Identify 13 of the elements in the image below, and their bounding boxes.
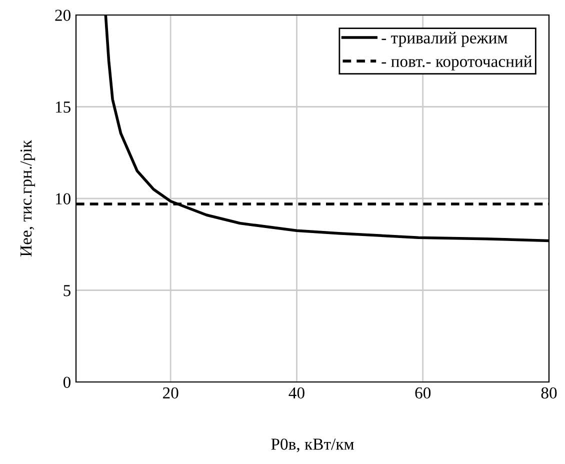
- legend-label: - тривалий режим: [382, 32, 508, 47]
- x-tick-label: 40: [288, 387, 304, 399]
- legend-label: - повт.- короточасний: [382, 55, 532, 70]
- y-axis-title: Иее, тис.грн./рік: [20, 140, 36, 256]
- y-tick-label: 5: [64, 285, 70, 296]
- x-tick-label: 80: [541, 387, 557, 399]
- x-axis-title: P0в, кВт/км: [271, 438, 354, 452]
- x-tick-label: 20: [163, 387, 178, 399]
- y-tick-label: 0: [63, 376, 71, 388]
- y-tick-label: 10: [56, 193, 71, 204]
- y-tick-label: 20: [55, 10, 71, 21]
- x-tick-label: 60: [415, 387, 431, 399]
- y-tick-label: 15: [56, 102, 70, 113]
